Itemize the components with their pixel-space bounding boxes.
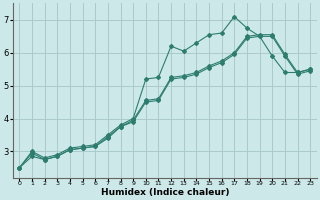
X-axis label: Humidex (Indice chaleur): Humidex (Indice chaleur) [100, 188, 229, 197]
